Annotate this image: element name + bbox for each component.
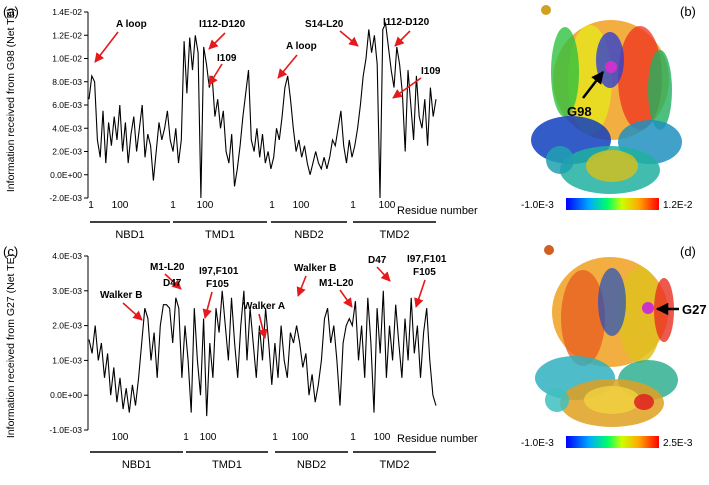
colorbar-d-max: 2.5E-3	[663, 438, 693, 449]
arrow-m1-l20-1	[164, 273, 182, 290]
series-line-c	[88, 290, 437, 417]
x-tick-label: 100	[292, 432, 309, 443]
segment-label-nbd2: NBD2	[297, 459, 326, 471]
annotation-i112-d120-2: I112-D120	[383, 17, 430, 28]
segment-label-nbd2: NBD2	[294, 229, 323, 241]
y-tick-label: 1.0E-03	[52, 355, 82, 365]
arrow-s14-l20	[339, 30, 359, 47]
annotation-s14-l20: S14-L20	[305, 19, 344, 30]
annotation-f105-1: F105	[206, 279, 229, 290]
segment-label-tmd1: TMD1	[212, 459, 242, 471]
segments-a: NBD1 1 100 TMD1 1 100 NBD2 1 100 TMD2 1 100	[88, 200, 436, 241]
arrow-walker-b-2	[296, 275, 307, 297]
arrow-i109-1	[208, 63, 223, 86]
annotation-a-loop-2: A loop	[286, 41, 317, 52]
annotation-m1-l20-2: M1-L20	[319, 278, 354, 289]
protein-structure-g27	[535, 245, 678, 427]
series-line-a	[88, 21, 437, 199]
y-axis-label-a: Information received from G98 (Net TE)	[5, 8, 17, 192]
y-axis-label-c: Information received from G27 (Net TE)	[5, 254, 17, 438]
arrow-walker-b-1	[122, 302, 143, 321]
annotation-walker-a: Walker A	[243, 301, 285, 312]
segment-label-nbd1: NBD1	[122, 459, 151, 471]
x-tick-label: 1	[88, 200, 94, 211]
x-tick-label: 1	[183, 432, 189, 443]
x-tick-label: 100	[200, 432, 217, 443]
colorbar-b	[566, 198, 659, 210]
arrow-walker-a	[258, 313, 268, 339]
x-tick-label: 1	[272, 432, 278, 443]
y-tick-label: 2.0E-03	[52, 147, 82, 157]
annotation-a-loop-1: A loop	[116, 19, 147, 30]
annotation-i97-f101-2: I97,F101	[407, 254, 447, 265]
panel-label-b: (b)	[680, 4, 696, 19]
panel-label-d: (d)	[680, 244, 696, 259]
annotation-i109-2: I109	[421, 66, 441, 77]
x-tick-label: 1	[170, 200, 176, 211]
annotation-d47-2: D47	[368, 255, 387, 266]
y-tick-label: 6.0E-03	[52, 100, 82, 110]
panel-label-a: (a)	[3, 4, 19, 19]
x-tick-label: 100	[293, 200, 310, 211]
annotation-d47-1: D47	[163, 278, 182, 289]
y-ticks-c: -1.0E-03 0.0E+00 1.0E-03 2.0E-03 3.0E-03 4.0E…	[49, 251, 88, 435]
x-tick-label: 100	[379, 200, 396, 211]
segments-c: NBD1 100 TMD1 1 100 NBD2 1 100 TMD2 1 100	[90, 432, 436, 471]
structure-label-g27: G27	[682, 302, 707, 317]
colorbar-b-max: 1.2E-2	[663, 200, 693, 211]
annotation-walker-b-1: Walker B	[100, 290, 142, 301]
protein-structure-g98	[531, 5, 682, 194]
x-tick-label: 1	[350, 432, 356, 443]
y-tick-label: -2.0E-03	[49, 193, 82, 203]
y-ticks-a: -2.0E-03 0.0E+00 2.0E-03 4.0E-03 6.0E-03 8.0E…	[49, 7, 88, 203]
y-tick-label: 0.0E+00	[50, 390, 82, 400]
y-tick-label: 1.4E-02	[52, 7, 82, 17]
pointer-g98	[582, 71, 604, 99]
arrow-m1-l20-2	[339, 289, 353, 308]
y-tick-label: 1.2E-02	[52, 30, 82, 40]
annotation-f105-2: F105	[413, 267, 436, 278]
arrow-i97-1	[202, 291, 213, 319]
colorbar-d	[566, 436, 659, 448]
x-tick-label: 100	[112, 432, 129, 443]
annotation-i109-1: I109	[217, 53, 237, 64]
arrow-d47-2	[376, 266, 391, 282]
arrow-a-loop-1	[94, 31, 119, 63]
annotation-walker-b-2: Walker B	[294, 263, 336, 274]
annotation-i97-f101-1: I97,F101	[199, 266, 239, 277]
x-axis-label-c: Residue number	[397, 433, 478, 445]
x-axis-label-a: Residue number	[397, 205, 478, 217]
annotation-m1-l20-1: M1-L20	[150, 262, 185, 273]
colorbar-b-min: -1.0E-3	[521, 200, 554, 211]
structure-label-g98: G98	[567, 104, 592, 119]
x-tick-label: 100	[197, 200, 214, 211]
y-tick-label: 3.0E-03	[52, 286, 82, 296]
y-tick-label: 4.0E-03	[52, 123, 82, 133]
colorbar-d-min: -1.0E-3	[521, 438, 554, 449]
y-tick-label: 0.0E+00	[50, 170, 82, 180]
y-tick-label: 4.0E-03	[52, 251, 82, 261]
arrow-i112-d120-1	[208, 32, 226, 50]
x-tick-label: 100	[374, 432, 391, 443]
x-tick-label: 1	[350, 200, 356, 211]
y-tick-label: 1.0E-02	[52, 54, 82, 64]
segment-label-nbd1: NBD1	[115, 229, 144, 241]
annotation-i112-d120-1: I112-D120	[199, 19, 246, 30]
segment-label-tmd2: TMD2	[380, 459, 410, 471]
segment-label-tmd2: TMD2	[380, 229, 410, 241]
arrow-i97-2	[414, 279, 426, 308]
arrow-i109-2	[392, 77, 422, 99]
x-tick-label: 100	[112, 200, 129, 211]
y-tick-label: -1.0E-03	[49, 425, 82, 435]
segment-label-tmd1: TMD1	[205, 229, 235, 241]
arrow-a-loop-2	[277, 54, 298, 79]
y-tick-label: 8.0E-03	[52, 77, 82, 87]
arrow-i112-d120-2	[394, 30, 411, 47]
x-tick-label: 1	[269, 200, 275, 211]
panel-label-c: (c)	[3, 244, 18, 259]
y-tick-label: 2.0E-03	[52, 321, 82, 331]
